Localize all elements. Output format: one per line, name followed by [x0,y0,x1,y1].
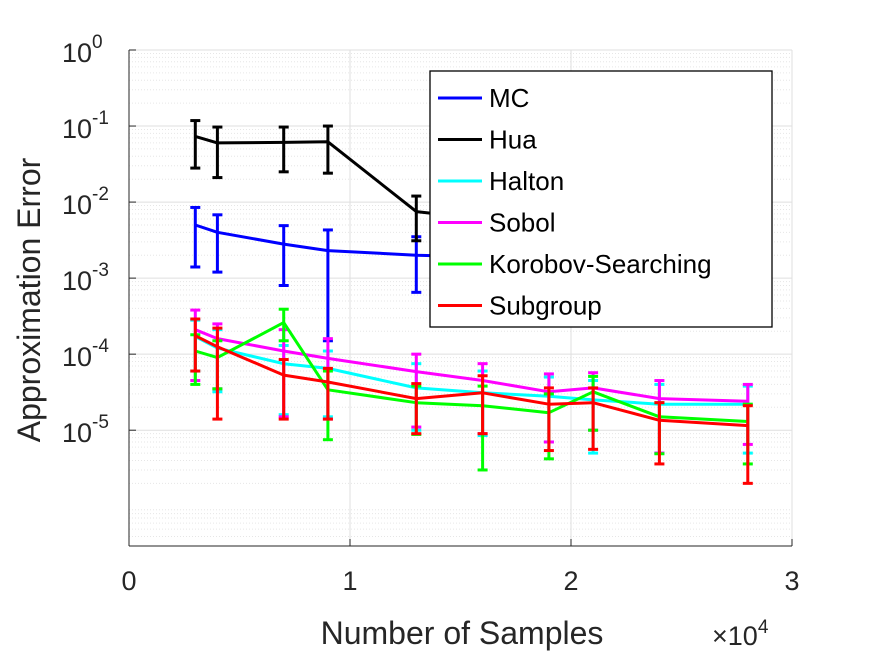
legend-label: MC [489,83,529,113]
y-axis-title: Approximation Error [11,157,47,442]
y-tick-label: 10-1 [62,108,109,144]
series-line [194,134,483,221]
y-tick-label: 100 [62,32,103,68]
x-tick-label: 0 [121,566,136,596]
y-tick-label: 10-4 [62,336,109,372]
x-tick-label: 1 [342,566,357,596]
x-tick-label: 2 [563,566,578,596]
legend-label: Korobov-Searching [489,249,712,279]
legend-label: Halton [489,166,564,196]
legend: MC Hua Halton Sobol Korobov-Searching Subgrou… [429,70,773,328]
x-tick-label: 3 [784,566,799,596]
y-tick-label: 10-2 [62,184,109,220]
y-tick-base: 10 [62,418,92,448]
x-multiplier-exponent: 4 [758,617,769,638]
legend-label: Subgroup [489,291,602,321]
series-group [190,119,753,485]
legend-label: Sobol [489,208,556,238]
y-tick-exponent: -2 [92,184,109,205]
y-tick-base: 10 [62,114,92,144]
y-tick-label: 10-5 [62,412,109,448]
y-tick-exponent: -1 [92,108,109,129]
x-multiplier-base: ×10 [712,621,758,651]
y-tick-base: 10 [62,342,92,372]
series-line [194,335,748,406]
y-tick-exponent: -3 [92,260,109,281]
series-subgroup [190,317,753,485]
x-multiplier: ×104 [712,617,769,651]
series-line [194,334,748,428]
y-tick-base: 10 [62,266,92,296]
y-tick-label: 10-3 [62,260,109,296]
y-tick-exponent: -5 [92,412,109,433]
series-line [194,328,748,403]
legend-label: Hua [489,125,537,155]
y-tick-exponent: -4 [92,336,109,357]
x-axis-title: Number of Samples [321,615,604,651]
legend-box [429,70,773,328]
y-tick-base: 10 [62,190,92,220]
y-tick-exponent: 0 [92,32,103,53]
y-tick-base: 10 [62,38,92,68]
series-line [194,321,748,423]
